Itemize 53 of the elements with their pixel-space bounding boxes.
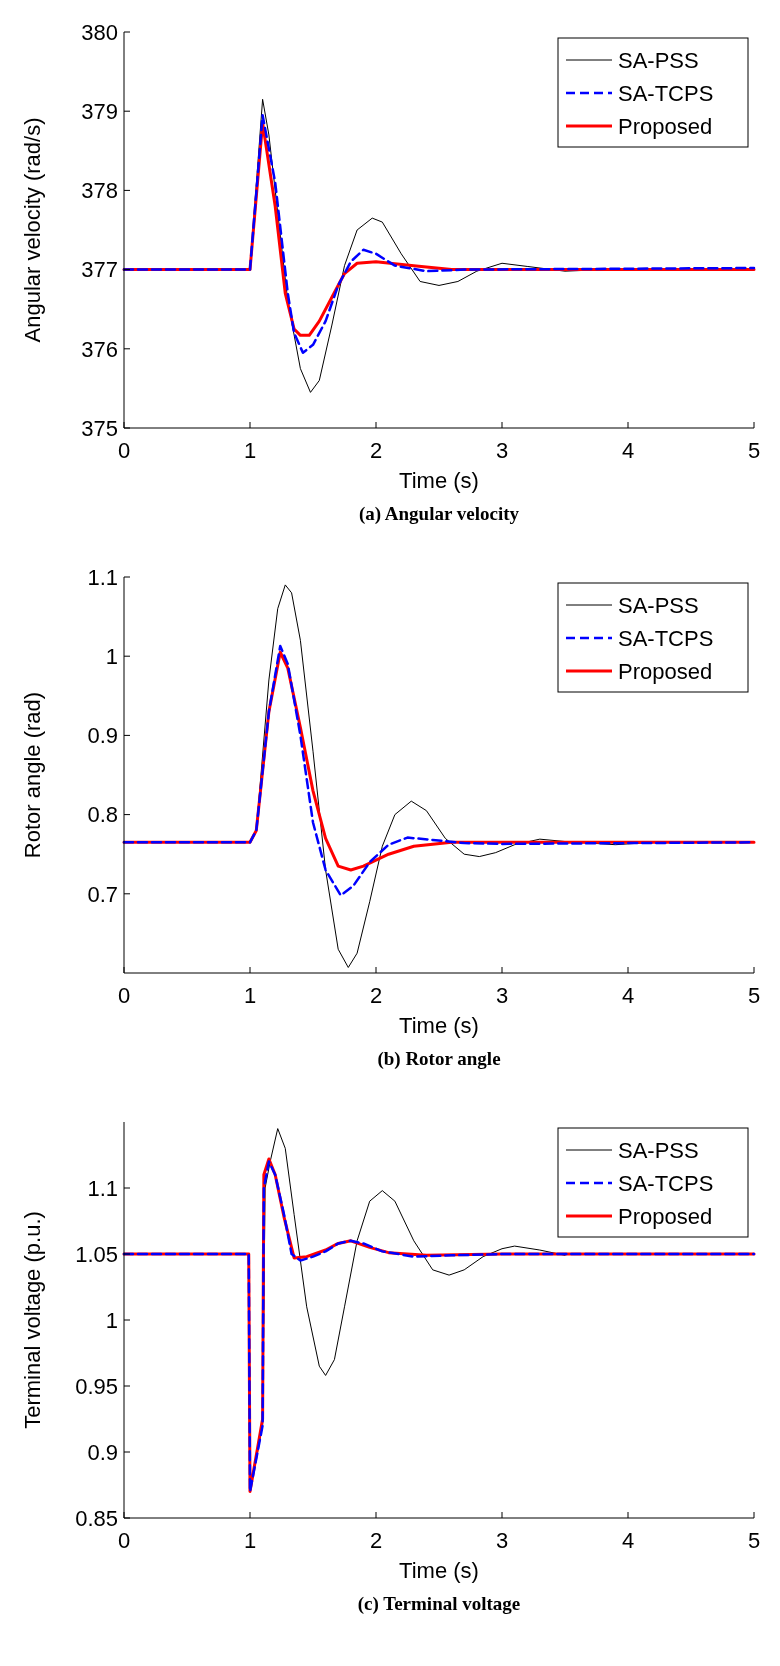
- x-axis-title: Time (s): [399, 1558, 479, 1583]
- legend-label: SA-PSS: [618, 47, 699, 73]
- text: (a) Angular velocity: [358, 503, 520, 525]
- x-tick-label: 5: [747, 983, 761, 1008]
- y-tick-label: 1.05: [75, 1241, 118, 1267]
- legend-label: Proposed: [618, 658, 713, 684]
- x-tick-label: 2: [369, 983, 383, 1008]
- text: (b) Rotor angle: [377, 1048, 501, 1070]
- y-axis-title: Angular velocity (rad/s): [20, 117, 45, 343]
- legend-label: Proposed: [618, 113, 713, 139]
- legend-label: SA-TCPS: [618, 80, 714, 106]
- legend-label: SA-PSS: [618, 592, 699, 618]
- x-tick-label: 4: [621, 983, 635, 1008]
- y-tick-label: 375: [81, 415, 118, 441]
- x-tick-label: 4: [621, 438, 635, 463]
- x-tick-label: 2: [369, 438, 383, 463]
- x-tick-label: 1: [243, 438, 257, 463]
- y-tick-label: 0.7: [87, 881, 118, 907]
- x-tick-label: 4: [621, 1528, 635, 1553]
- y-tick-label: 377: [81, 257, 118, 283]
- x-axis-title: Time (s): [399, 1013, 479, 1038]
- x-tick-label: 1: [243, 983, 257, 1008]
- x-tick-label: 5: [747, 1528, 761, 1553]
- x-tick-label: 1: [243, 1528, 257, 1553]
- x-tick-label: 0: [117, 983, 131, 1008]
- y-tick-label: 376: [81, 336, 118, 362]
- legend-label: SA-TCPS: [618, 1170, 714, 1196]
- y-axis-title: Terminal voltage (p.u.): [20, 1211, 45, 1429]
- y-tick-label: 0.9: [87, 723, 118, 749]
- x-tick-label: 2: [369, 1528, 383, 1553]
- y-axis-title: Rotor angle (rad): [20, 691, 45, 859]
- x-axis-title: Time (s): [399, 468, 479, 493]
- legend-label: Proposed: [618, 1203, 713, 1229]
- y-tick-label: 0.95: [75, 1373, 118, 1399]
- y-tick-label: 0.8: [87, 802, 118, 828]
- x-tick-label: 5: [747, 438, 761, 463]
- x-tick-label: 3: [495, 1528, 509, 1553]
- y-tick-label: 1.1: [87, 1175, 118, 1201]
- x-tick-label: 3: [495, 438, 509, 463]
- y-tick-label: 380: [81, 19, 118, 45]
- y-tick-label: 378: [81, 178, 118, 204]
- legend-label: SA-PSS: [618, 1137, 699, 1163]
- y-tick-label: 0.85: [75, 1505, 118, 1531]
- y-tick-label: 1.1: [87, 564, 118, 590]
- y-tick-label: 1: [105, 643, 118, 669]
- text: (c) Terminal voltage: [357, 1593, 521, 1615]
- y-tick-label: 1: [105, 1307, 118, 1333]
- x-tick-label: 0: [117, 1528, 131, 1553]
- x-tick-label: 0: [117, 438, 131, 463]
- y-tick-label: 0.9: [87, 1439, 118, 1465]
- y-tick-label: 379: [81, 98, 118, 124]
- legend-label: SA-TCPS: [618, 625, 714, 651]
- x-tick-label: 3: [495, 983, 509, 1008]
